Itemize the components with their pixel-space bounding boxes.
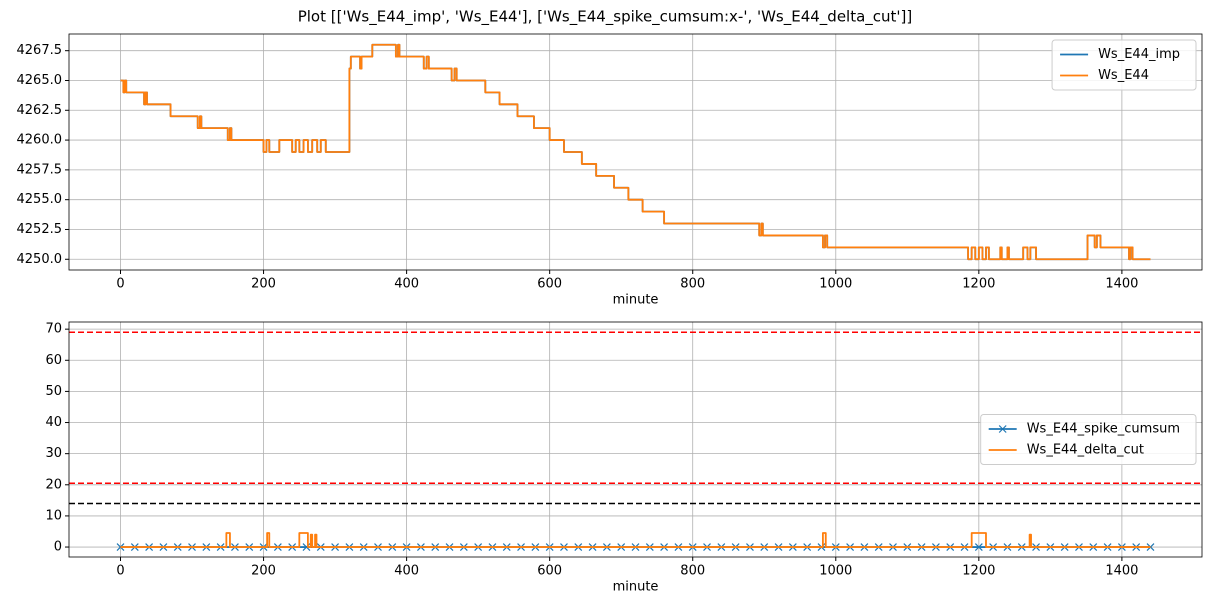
legend: Ws_E44_spike_cumsum Ws_E44_delta_cut	[980, 414, 1197, 465]
legend-label: Ws_E44	[1098, 68, 1149, 83]
x-tick-label: 1400	[1105, 564, 1138, 579]
x-tick-label: 0	[116, 277, 124, 292]
y-tick-label: 40	[45, 415, 62, 430]
y-tick-label: 0	[54, 540, 62, 555]
y-tick-label: 4262.5	[17, 103, 63, 118]
x-tick-label: 600	[537, 564, 562, 579]
y-tick-label: 4260.0	[17, 133, 63, 148]
y-tick-label: 4250.0	[17, 252, 63, 267]
figure-title: Plot [['Ws_E44_imp', 'Ws_E44'], ['Ws_E44…	[298, 8, 913, 27]
y-tick-label: 70	[45, 322, 62, 337]
marker	[302, 543, 311, 551]
axes-frame	[68, 321, 1203, 558]
y-tick-label: 20	[45, 477, 62, 492]
x-tick-label: 0	[116, 564, 124, 579]
x-axis-label: minute	[613, 293, 659, 308]
x-tick-label: 800	[680, 277, 705, 292]
x-tick-label: 1000	[819, 277, 852, 292]
x-tick-label: 400	[394, 277, 419, 292]
legend-label: Ws_E44_delta_cut	[1027, 443, 1144, 458]
y-tick-label: 4257.5	[17, 162, 63, 177]
x-tick-label: 400	[394, 564, 419, 579]
x-tick-label: 200	[251, 277, 276, 292]
subplot: 0 200 400 600 800 1000 1200 1400 0 10 20 30 40 50 60 70…	[45, 321, 1203, 595]
legend-label: Ws_E44_imp	[1098, 47, 1180, 62]
y-tick-label: 10	[45, 508, 62, 523]
legend-box	[1051, 39, 1197, 91]
y-tick-label: 30	[45, 446, 62, 461]
y-tick-label: 4255.0	[17, 192, 63, 207]
x-tick-label: 1400	[1105, 277, 1138, 292]
y-tick-label: 50	[45, 384, 62, 399]
series-line	[120, 532, 1151, 548]
x-tick-label: 1200	[962, 564, 995, 579]
x-tick-label: 200	[251, 564, 276, 579]
y-tick-label: 60	[45, 353, 62, 368]
x-tick-label: 1200	[962, 277, 995, 292]
y-tick-label: 4252.5	[17, 222, 63, 237]
x-tick-label: 800	[680, 564, 705, 579]
legend-marker	[998, 425, 1007, 433]
plot-area	[120, 43, 1151, 261]
y-tick-label: 4267.5	[17, 43, 63, 58]
legend-box	[980, 414, 1197, 465]
marker	[974, 543, 983, 551]
x-tick-label: 600	[537, 277, 562, 292]
legend-label: Ws_E44_spike_cumsum	[1027, 422, 1180, 437]
plot-area	[69, 331, 1202, 551]
y-tick-label: 4265.0	[17, 73, 63, 88]
series-line	[120, 43, 1151, 261]
legend: Ws_E44_imp Ws_E44	[1051, 39, 1197, 91]
axes-frame	[68, 33, 1203, 271]
x-tick-label: 1000	[819, 564, 852, 579]
subplot: 0 200 400 600 800 1000 1200 1400 4250.0 4252.5 425…	[17, 33, 1203, 308]
x-axis-label: minute	[613, 580, 659, 595]
